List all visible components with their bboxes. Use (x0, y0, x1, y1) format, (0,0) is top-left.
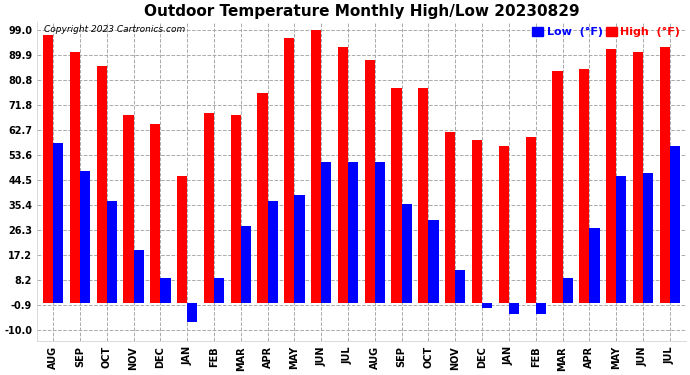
Bar (375, 162, 385, 303)
Bar (97, 66, 107, 303)
Bar (445, 132, 455, 303)
Bar (214, 278, 224, 303)
Bar (160, 278, 170, 303)
Bar (230, 116, 241, 303)
Bar (338, 46, 348, 303)
Bar (257, 93, 268, 303)
Bar (204, 112, 214, 303)
Bar (43, 36, 53, 303)
Bar (364, 60, 375, 303)
Bar (633, 52, 643, 303)
Bar (268, 201, 278, 303)
Bar (579, 69, 589, 303)
Bar (295, 195, 304, 303)
Bar (187, 303, 197, 322)
Bar (526, 138, 535, 303)
Bar (472, 140, 482, 303)
Bar (616, 176, 627, 303)
Bar (643, 173, 653, 303)
Bar (589, 228, 600, 303)
Bar (455, 270, 466, 303)
Bar (150, 124, 160, 303)
Bar (606, 49, 616, 303)
Bar (482, 303, 492, 308)
Bar (428, 220, 439, 303)
Text: Copyright 2023 Cartronics.com: Copyright 2023 Cartronics.com (43, 25, 185, 34)
Bar (660, 46, 670, 303)
Bar (535, 303, 546, 314)
Bar (311, 30, 322, 303)
Bar (418, 88, 428, 303)
Legend: Low  (°F), High  (°F): Low (°F), High (°F) (532, 27, 680, 38)
Bar (322, 162, 331, 303)
Bar (134, 251, 144, 303)
Bar (670, 146, 680, 303)
Bar (241, 226, 251, 303)
Bar (177, 176, 187, 303)
Bar (80, 171, 90, 303)
Bar (402, 204, 412, 303)
Bar (53, 143, 63, 303)
Bar (124, 116, 134, 303)
Bar (552, 71, 562, 303)
Bar (348, 162, 358, 303)
Bar (70, 52, 80, 303)
Bar (284, 38, 295, 303)
Bar (499, 146, 509, 303)
Bar (107, 201, 117, 303)
Bar (509, 303, 519, 314)
Title: Outdoor Temperature Monthly High/Low 20230829: Outdoor Temperature Monthly High/Low 202… (144, 4, 579, 19)
Bar (562, 278, 573, 303)
Bar (391, 88, 402, 303)
